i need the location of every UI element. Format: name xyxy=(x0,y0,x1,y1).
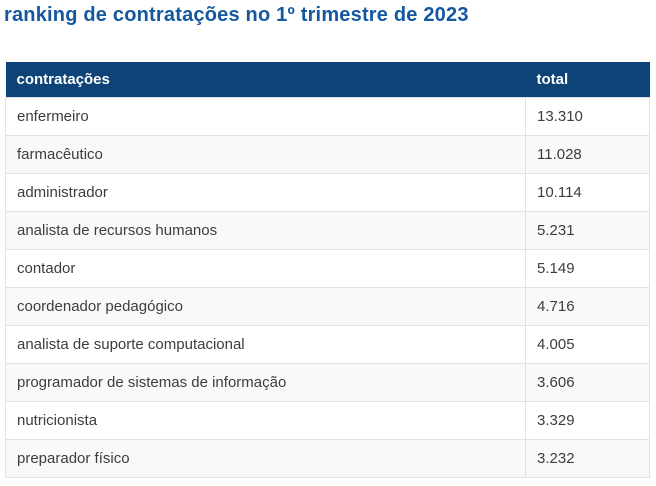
cell-total: 3.232 xyxy=(525,438,650,478)
table-row: programador de sistemas de informação 3.6… xyxy=(5,362,650,402)
cell-occupation: analista de suporte computacional xyxy=(5,324,526,364)
cell-occupation: contador xyxy=(5,248,526,288)
cell-occupation: administrador xyxy=(5,172,526,212)
cell-occupation: enfermeiro xyxy=(5,96,526,136)
table-row: nutricionista 3.329 xyxy=(5,400,650,440)
table-row: analista de recursos humanos 5.231 xyxy=(5,210,650,250)
cell-total: 4.716 xyxy=(525,286,650,326)
ranking-table: contratações total enfermeiro 13.310 farma… xyxy=(5,62,650,478)
table-body: enfermeiro 13.310 farmacêutico 11.028 admini… xyxy=(5,96,650,478)
cell-occupation: nutricionista xyxy=(5,400,526,440)
cell-occupation: analista de recursos humanos xyxy=(5,210,526,250)
table-row: preparador físico 3.232 xyxy=(5,438,650,478)
cell-occupation: farmacêutico xyxy=(5,134,526,174)
table-row: farmacêutico 11.028 xyxy=(5,134,650,174)
column-header-contratacoes: contratações xyxy=(5,62,526,97)
cell-total: 3.606 xyxy=(525,362,650,402)
cell-total: 10.114 xyxy=(525,172,650,212)
cell-total: 5.149 xyxy=(525,248,650,288)
table-header-row: contratações total xyxy=(5,62,650,97)
cell-occupation: coordenador pedagógico xyxy=(5,286,526,326)
table-row: enfermeiro 13.310 xyxy=(5,96,650,136)
page-title: ranking de contratações no 1º trimestre … xyxy=(4,4,469,26)
cell-total: 4.005 xyxy=(525,324,650,364)
cell-occupation: preparador físico xyxy=(5,438,526,478)
cell-occupation: programador de sistemas de informação xyxy=(5,362,526,402)
cell-total: 5.231 xyxy=(525,210,650,250)
cell-total: 11.028 xyxy=(525,134,650,174)
table-row: contador 5.149 xyxy=(5,248,650,288)
cell-total: 13.310 xyxy=(525,96,650,136)
table-row: coordenador pedagógico 4.716 xyxy=(5,286,650,326)
cell-total: 3.329 xyxy=(525,400,650,440)
column-header-total: total xyxy=(525,62,650,97)
table-row: analista de suporte computacional 4.005 xyxy=(5,324,650,364)
table-row: administrador 10.114 xyxy=(5,172,650,212)
